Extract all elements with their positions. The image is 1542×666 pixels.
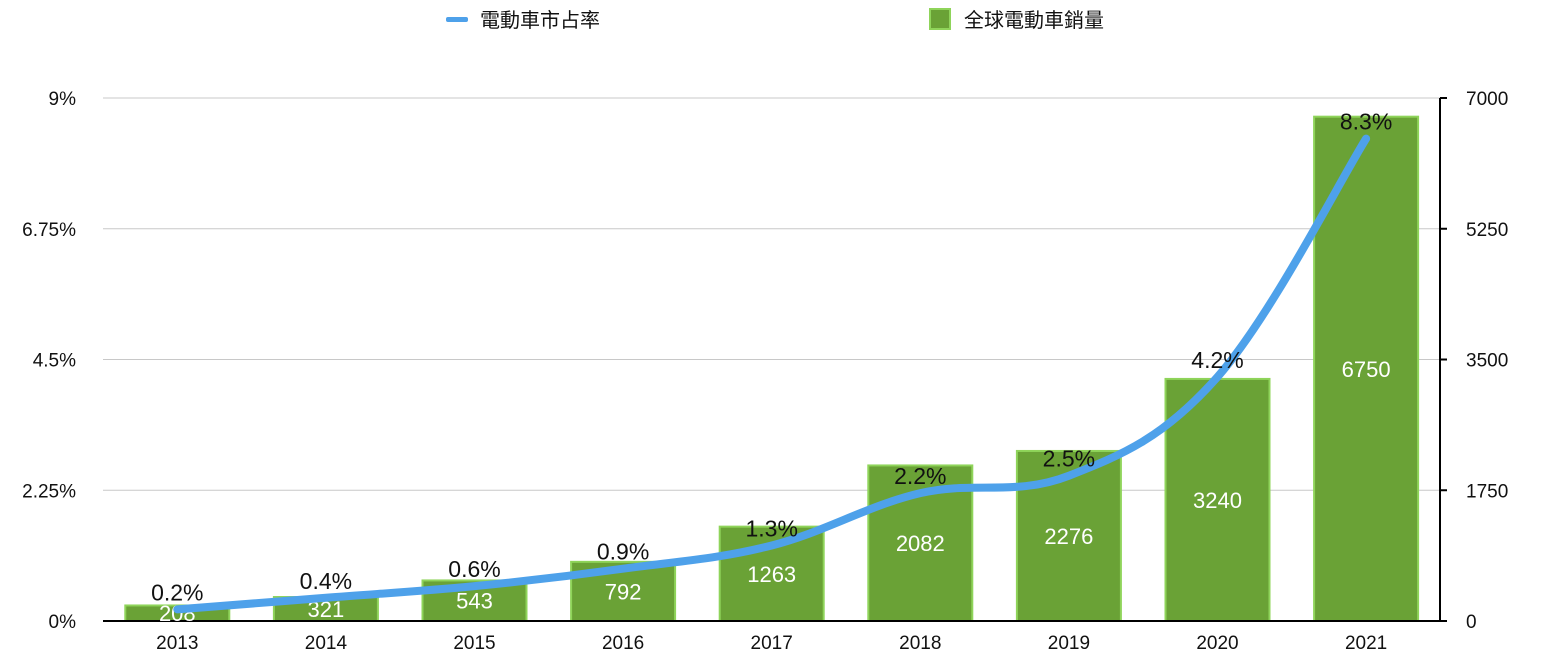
y-left-tick-label: 9% bbox=[49, 89, 77, 110]
x-tick-label-2015: 2015 bbox=[453, 633, 495, 654]
bar-value-label-2015: 543 bbox=[456, 589, 493, 614]
legend-line-swatch bbox=[446, 17, 468, 22]
x-axis-ticks: 2013 2014 2015 2016 2017 2018 2019 2020 2021 bbox=[156, 633, 1387, 654]
share-label-2017: 1.3% bbox=[745, 515, 797, 541]
y-right-tick-label: 5250 bbox=[1466, 220, 1508, 241]
bar-value-label-2020: 3240 bbox=[1193, 488, 1242, 513]
x-tick-label-2018: 2018 bbox=[899, 633, 941, 654]
y-left-tick-label: 0% bbox=[49, 612, 77, 633]
x-tick-label-2013: 2013 bbox=[156, 633, 198, 654]
y-left-tick-label: 6.75% bbox=[22, 220, 76, 241]
y-axis-right-ticks: 0 1750 3500 5250 7000 bbox=[1440, 89, 1508, 633]
bar-value-label-2017: 1263 bbox=[747, 562, 796, 587]
y-right-tick-label: 0 bbox=[1466, 612, 1477, 633]
x-tick-label-2017: 2017 bbox=[751, 633, 793, 654]
share-label-2021: 8.3% bbox=[1340, 109, 1392, 135]
x-tick-label-2014: 2014 bbox=[305, 633, 348, 654]
share-label-2013: 0.2% bbox=[151, 579, 203, 605]
share-label-2020: 4.2% bbox=[1191, 347, 1243, 373]
share-value-labels: 0.2% 0.4% 0.6% 0.9% 1.3% 2.2% 2.5% 4.2% 8.3% bbox=[151, 109, 1392, 606]
x-tick-label-2021: 2021 bbox=[1345, 633, 1387, 654]
share-label-2018: 2.2% bbox=[894, 463, 946, 489]
y-left-tick-label: 4.5% bbox=[33, 351, 76, 372]
bar-value-label-2018: 2082 bbox=[896, 531, 945, 556]
y-right-tick-label: 3500 bbox=[1466, 351, 1508, 372]
legend-item-line: 電動車市占率 bbox=[446, 8, 600, 32]
y-right-tick-label: 7000 bbox=[1466, 89, 1508, 110]
x-tick-label-2016: 2016 bbox=[602, 633, 644, 654]
legend-bar-swatch bbox=[929, 8, 951, 30]
bar-2020 bbox=[1164, 377, 1271, 622]
share-label-2015: 0.6% bbox=[448, 556, 500, 582]
y-right-tick-label: 1750 bbox=[1466, 481, 1508, 502]
share-line bbox=[173, 134, 1371, 614]
legend: 電動車市占率 全球電動車銷量 bbox=[446, 8, 1104, 32]
x-tick-label-2019: 2019 bbox=[1048, 633, 1090, 654]
share-label-2016: 0.9% bbox=[597, 539, 649, 565]
y-left-tick-label: 2.25% bbox=[22, 481, 76, 502]
legend-bar-label: 全球電動車銷量 bbox=[964, 8, 1104, 32]
bar-value-label-2016: 792 bbox=[605, 579, 642, 604]
bar-value-label-2019: 2276 bbox=[1044, 524, 1093, 549]
y-axis-left-ticks: 0% 2.25% 4.5% 6.75% 9% bbox=[22, 89, 76, 633]
share-label-2019: 2.5% bbox=[1043, 446, 1095, 472]
bar-value-label-2021: 6750 bbox=[1342, 357, 1391, 382]
x-tick-label-2020: 2020 bbox=[1196, 633, 1238, 654]
legend-item-bar: 全球電動車銷量 bbox=[929, 8, 1104, 32]
share-line-path bbox=[173, 134, 1371, 614]
legend-line-label: 電動車市占率 bbox=[480, 8, 600, 32]
share-label-2014: 0.4% bbox=[300, 568, 352, 594]
